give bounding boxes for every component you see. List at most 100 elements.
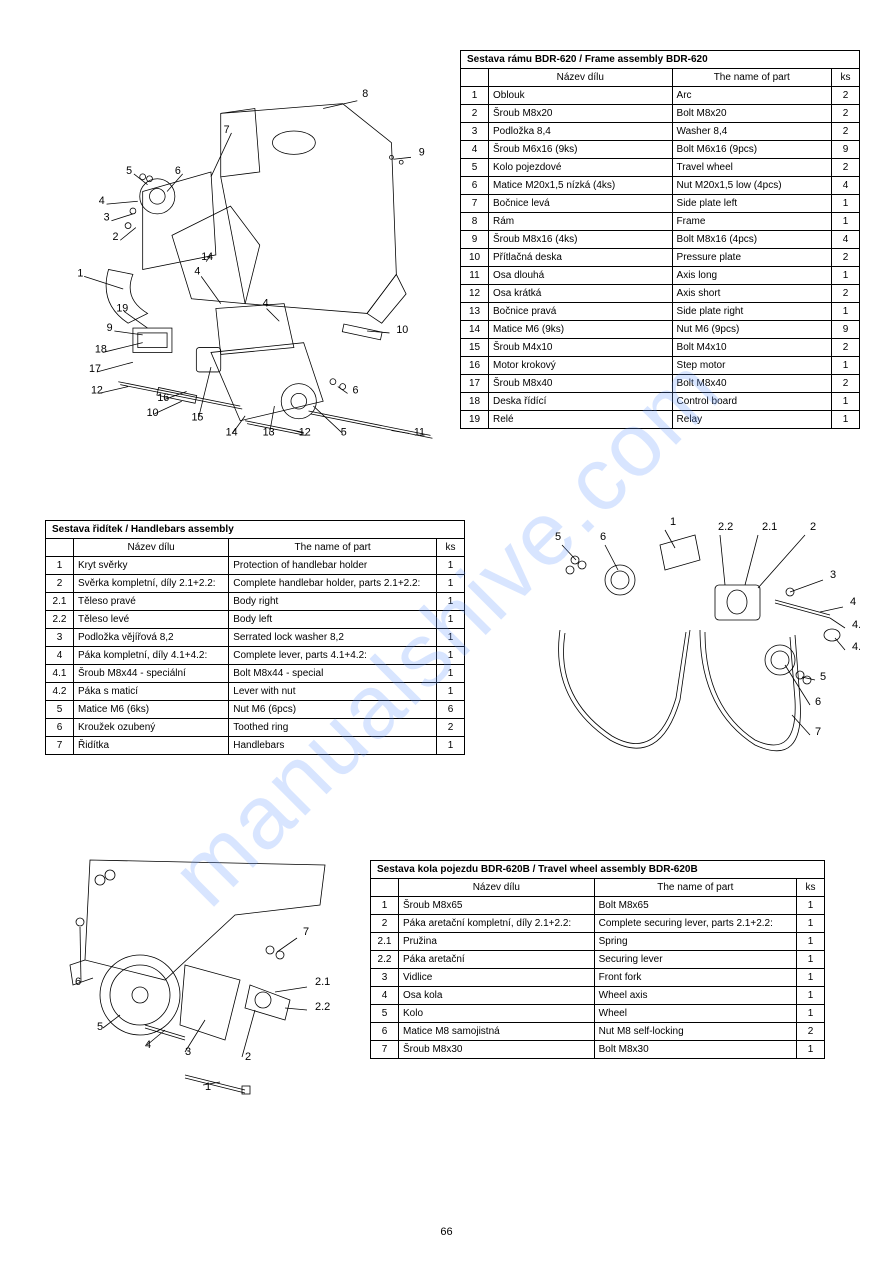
table-row: 1Šroub M8x65Bolt M8x651 <box>371 897 825 915</box>
callout-number: 18 <box>95 343 107 355</box>
table-cell: 2 <box>46 575 74 593</box>
table-cell: 14 <box>461 321 489 339</box>
callout-number: 13 <box>263 426 275 438</box>
table-cell: Páka aretační <box>399 951 595 969</box>
callout-number: 1 <box>205 1081 211 1093</box>
table-row: 7Bočnice leváSide plate left1 <box>461 195 860 213</box>
table-cell: 7 <box>461 195 489 213</box>
table-cell: 3 <box>371 969 399 987</box>
callout-number: 1 <box>670 516 676 528</box>
table-cell: Šroub M8x16 (4ks) <box>489 231 673 249</box>
table-cell: 4.1 <box>46 665 74 683</box>
table-cell: Osa krátká <box>489 285 673 303</box>
callout-number: 4 <box>850 596 856 608</box>
table-header-row: Název dílu The name of part ks <box>371 879 825 897</box>
table-cell: Matice M8 samojistná <box>399 1023 595 1041</box>
callout-number: 9 <box>419 146 425 158</box>
callout-number: 2 <box>112 231 118 243</box>
table-row: 6Kroužek ozubenýToothed ring2 <box>46 719 465 737</box>
table-cell: 12 <box>461 285 489 303</box>
table-row: 2.1 Těleso pravé Body right1 <box>46 593 465 611</box>
table-cell: Bolt M8x16 (4pcs) <box>672 231 831 249</box>
table-cell: Podložka vějířová 8,2 <box>74 629 229 647</box>
table-cell: 1 <box>437 683 465 701</box>
table-cell: 17 <box>461 375 489 393</box>
table-cell: Přítlačná deska <box>489 249 673 267</box>
callout-number: 16 <box>157 392 169 404</box>
table-cell: 2 <box>832 249 860 267</box>
table-cell: 4 <box>832 177 860 195</box>
table-frame-assembly: Sestava rámu BDR-620 / Frame assembly BD… <box>460 50 860 429</box>
table-cell: 1 <box>832 195 860 213</box>
table-row: 3VidliceFront fork1 <box>371 969 825 987</box>
callout-number: 2 <box>810 521 816 533</box>
callout-number: 2.2 <box>315 1001 330 1013</box>
table-row: 4Šroub M6x16 (9ks)Bolt M6x16 (9pcs)9 <box>461 141 860 159</box>
callout-number: 2.2 <box>718 521 733 533</box>
table-cell: 1 <box>832 267 860 285</box>
table-cell: Podložka 8,4 <box>489 123 673 141</box>
table-row: 17Šroub M8x40Bolt M8x402 <box>461 375 860 393</box>
table-cell: Body left <box>229 611 437 629</box>
callout-number: 8 <box>362 88 368 100</box>
table-cell: Řidítka <box>74 737 229 755</box>
table-cell: Body right <box>229 593 437 611</box>
table-cell: Šroub M8x65 <box>399 897 595 915</box>
diagram-handlebars-assembly: 122.12.2344.14.256567 <box>500 500 860 780</box>
table-cell: 16 <box>461 357 489 375</box>
table-cell: Bolt M8x30 <box>594 1041 796 1059</box>
table-row: 4Páka kompletní, díly 4.1+4.2:Complete l… <box>46 647 465 665</box>
table-cell: 4 <box>371 987 399 1005</box>
table-row: 15Šroub M4x10Bolt M4x102 <box>461 339 860 357</box>
table-cell: 3 <box>461 123 489 141</box>
table-cell: 10 <box>461 249 489 267</box>
callout-number: 4 <box>194 265 200 277</box>
callout-number: 6 <box>75 976 81 988</box>
callout-number: 7 <box>224 124 230 136</box>
table-cell: 6 <box>46 719 74 737</box>
callout-number: 6 <box>815 696 821 708</box>
table-cell: Kroužek ozubený <box>74 719 229 737</box>
table-cell: 11 <box>461 267 489 285</box>
table-cell: Páka aretační kompletní, díly 2.1+2.2: <box>399 915 595 933</box>
table-cell: Osa kola <box>399 987 595 1005</box>
table-cell: 1 <box>832 411 860 429</box>
callout-number: 3 <box>185 1046 191 1058</box>
table-cell: Front fork <box>594 969 796 987</box>
table-cell: 7 <box>46 737 74 755</box>
callout-number: 14 <box>201 251 213 263</box>
table-row: 6Matice M20x1,5 nízká (4ks)Nut M20x1,5 l… <box>461 177 860 195</box>
table-cell: 5 <box>46 701 74 719</box>
callout-number: 15 <box>191 412 203 424</box>
table-row: 2.1 Pružina Spring1 <box>371 933 825 951</box>
table-cell: Toothed ring <box>229 719 437 737</box>
table-cell: Kolo pojezdové <box>489 159 673 177</box>
table-cell: Kolo <box>399 1005 595 1023</box>
table-row: 2Šroub M8x20Bolt M8x202 <box>461 105 860 123</box>
table1-title: Sestava rámu BDR-620 / Frame assembly BD… <box>461 51 860 69</box>
table-cell: Šroub M8x44 - speciální <box>74 665 229 683</box>
callout-number: 7 <box>303 926 309 938</box>
table-cell: 2 <box>832 87 860 105</box>
table-cell: 4.2 <box>46 683 74 701</box>
table-cell: 9 <box>832 141 860 159</box>
table-cell: 1 <box>437 611 465 629</box>
table-row: 4Osa kolaWheel axis1 <box>371 987 825 1005</box>
table-cell: 1 <box>797 969 825 987</box>
table-cell: Travel wheel <box>672 159 831 177</box>
table-cell: 5 <box>371 1005 399 1023</box>
callout-number: 4.2 <box>852 641 860 653</box>
table-cell: 2 <box>832 123 860 141</box>
table-cell: Deska řídící <box>489 393 673 411</box>
table-cell: 2 <box>832 159 860 177</box>
table-row: 2.2 Páka aretační Securing lever1 <box>371 951 825 969</box>
table-cell: Páka kompletní, díly 4.1+4.2: <box>74 647 229 665</box>
table-cell: Nut M20x1,5 low (4pcs) <box>672 177 831 195</box>
table-cell: 1 <box>437 665 465 683</box>
table-cell: Side plate left <box>672 195 831 213</box>
table-cell: Bočnice levá <box>489 195 673 213</box>
table-row: 18Deska řídícíControl board1 <box>461 393 860 411</box>
table-row: 5KoloWheel1 <box>371 1005 825 1023</box>
table-cell: 1 <box>832 303 860 321</box>
table-cell: 1 <box>797 1041 825 1059</box>
